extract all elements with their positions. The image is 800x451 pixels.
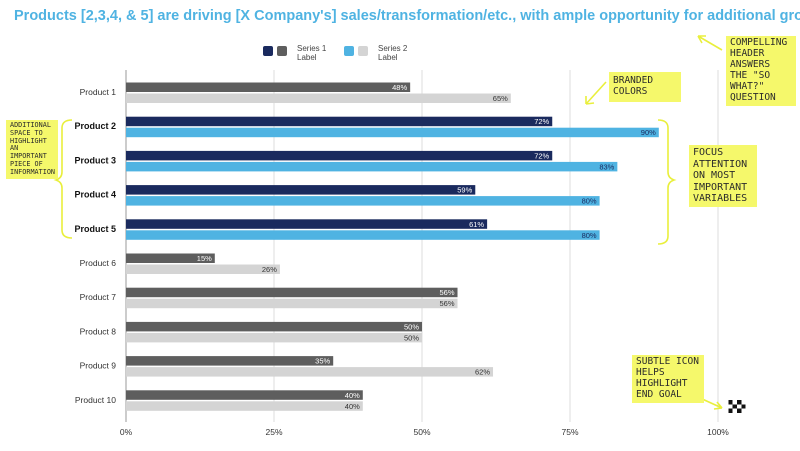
bar-series-1	[126, 356, 334, 366]
bar-series-1	[126, 390, 363, 400]
bar-series-1	[126, 116, 553, 127]
data-label-series-1: 48%	[392, 83, 407, 92]
bar-series-2	[126, 298, 458, 309]
arrow-colors	[585, 81, 607, 105]
note-icon: Subtle Icon helps highlight end goal	[632, 355, 704, 403]
data-label-series-1: 35%	[315, 357, 330, 366]
x-tick-label: 75%	[561, 427, 578, 437]
note-colors: Branded colors	[609, 72, 681, 102]
checkered-flag-icon	[728, 400, 746, 413]
bar-series-2	[126, 161, 618, 172]
data-label-series-1: 72%	[534, 117, 549, 126]
bar-series-1	[126, 150, 553, 161]
legend-swatch-series-1-normal	[277, 46, 287, 56]
data-label-series-1: 50%	[404, 322, 419, 331]
category-label: Product 6	[80, 258, 117, 268]
x-tick-label: 0%	[120, 427, 133, 437]
right-brace	[657, 119, 677, 245]
bar-series-2	[126, 93, 511, 103]
data-label-series-1: 56%	[440, 288, 455, 297]
data-label-series-1: 72%	[534, 151, 549, 160]
category-label: Product 3	[74, 155, 116, 165]
annotation-marks	[53, 35, 723, 410]
bar-series-2	[126, 401, 363, 411]
bar-series-1	[126, 287, 458, 298]
x-tick-label: 25%	[265, 427, 282, 437]
bar-series-2	[126, 127, 659, 138]
data-label-series-2: 62%	[475, 368, 490, 377]
data-label-series-2: 90%	[641, 128, 656, 137]
arrow-header	[697, 35, 723, 51]
data-label-series-2: 80%	[582, 231, 597, 240]
legend-swatch-series-2-normal	[358, 46, 368, 56]
bar-series-1	[126, 185, 476, 195]
bar-series-1	[126, 321, 422, 332]
bar-series-2	[126, 367, 494, 377]
data-label-series-2: 26%	[262, 265, 277, 274]
category-label: Product 9	[80, 361, 117, 371]
data-label-series-1: 40%	[345, 391, 360, 400]
data-label-series-1: 59%	[457, 186, 472, 195]
bar-series-2	[126, 332, 422, 343]
data-label-series-1: 61%	[469, 220, 484, 229]
note-focus: Focus attention on most important variab…	[689, 145, 757, 207]
bar-series-1	[126, 253, 215, 263]
bar-series-1	[126, 82, 411, 92]
labels: 0% 25% 50% 75% 100% 48% 65% Product 1 72% 90% Prod…	[74, 83, 729, 437]
category-label: Product 4	[74, 190, 116, 200]
category-label: Product 10	[75, 395, 116, 405]
category-label: Product 7	[80, 292, 117, 302]
data-label-series-2: 83%	[599, 162, 614, 171]
data-label-series-2: 80%	[582, 197, 597, 206]
category-label: Product 2	[74, 121, 116, 131]
legend-swatch-series-1-highlight	[263, 46, 273, 56]
x-tick-label: 50%	[413, 427, 430, 437]
data-label-series-1: 15%	[197, 254, 212, 263]
bar-series-2	[126, 230, 600, 240]
data-label-series-2: 40%	[345, 402, 360, 411]
x-tick-label: 100%	[707, 427, 729, 437]
data-label-series-2: 65%	[493, 94, 508, 103]
category-label: Product 8	[80, 326, 117, 336]
bar-series-2	[126, 196, 600, 206]
bars	[126, 82, 659, 411]
legend-label-series-2: Series 2 Label	[378, 44, 408, 62]
category-label: Product 5	[74, 224, 116, 234]
note-header: Compelling header answers the "so what?"…	[726, 36, 796, 106]
category-label: Product 1	[80, 87, 117, 97]
data-label-series-2: 50%	[404, 333, 419, 342]
legend-swatch-series-2-highlight	[344, 46, 354, 56]
legend-label-series-1: Series 1 Label	[297, 44, 327, 62]
bar-series-2	[126, 264, 280, 274]
data-label-series-2: 56%	[440, 299, 455, 308]
page-title: Products [2,3,4, & 5] are driving [X Com…	[14, 8, 800, 24]
left-brace	[53, 119, 73, 239]
bar-series-1	[126, 219, 488, 229]
note-space: Additional space to highlight an importa…	[6, 120, 58, 179]
